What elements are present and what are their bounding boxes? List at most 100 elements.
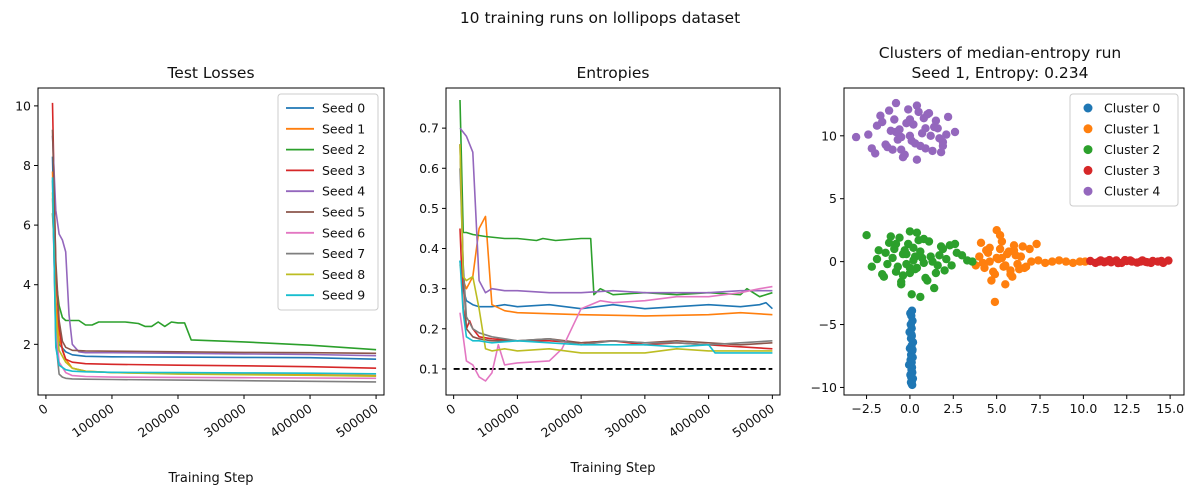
clusters-cluster-2-point	[905, 227, 915, 236]
entropies-panel: Entropies 0 100000 200000 300000 400000 50000…	[419, 64, 781, 476]
clusters-cluster-2-point	[904, 239, 913, 249]
clusters-cluster-3-point	[1157, 256, 1166, 266]
clusters-cluster-2-point	[888, 253, 897, 263]
clusters-cluster-4-point	[905, 131, 915, 140]
entropies-seed-0-line	[459, 260, 773, 310]
clusters-cluster-3-point	[1164, 256, 1173, 265]
clusters-legend-label-cluster-2: Cluster 2	[1104, 142, 1160, 157]
test-losses-ytick-label: 10	[15, 98, 31, 113]
clusters-cluster-1-point	[1001, 280, 1010, 289]
clusters-cluster-2-point	[957, 251, 967, 260]
test-losses-legend-label-seed-8: Seed 8	[322, 267, 365, 282]
clusters-cluster-4-point	[891, 127, 901, 137]
clusters-cluster-4-point	[912, 155, 922, 164]
clusters-cluster-1-point	[1068, 258, 1078, 268]
clusters-cluster-4-point	[864, 130, 873, 139]
test-losses-legend-label-seed-5: Seed 5	[322, 205, 365, 220]
clusters-cluster-2-point	[891, 239, 901, 249]
clusters-cluster-4-point	[921, 124, 930, 133]
entropies-seed-4-line	[459, 127, 773, 294]
clusters-cluster-4-point	[942, 130, 951, 139]
clusters-cluster-4-point	[867, 144, 876, 153]
entropies-ytick-label: 0.6	[419, 161, 439, 176]
test-losses-legend-label-seed-1: Seed 1	[322, 121, 365, 136]
clusters-cluster-1-point	[999, 262, 1008, 271]
clusters-cluster-4-point	[950, 127, 960, 137]
clusters-cluster-2-point	[910, 252, 920, 261]
clusters-cluster-4-point	[890, 115, 899, 124]
test-losses-xtick-label: 200000	[135, 401, 183, 441]
clusters-legend-swatch-cluster-4	[1083, 186, 1093, 196]
clusters-xtick-label: 12.5	[1113, 401, 1141, 416]
clusters-cluster-1-point	[997, 237, 1007, 246]
entropies-title: Entropies	[577, 64, 650, 82]
entropies-ytick-label: 0.2	[419, 321, 439, 336]
clusters-cluster-1-point	[995, 231, 1005, 240]
clusters-cluster-2-point	[924, 237, 934, 246]
clusters-cluster-4-point	[943, 112, 953, 122]
entropies-seed-9-line	[459, 260, 773, 354]
clusters-cluster-2-point	[881, 248, 890, 257]
clusters-cluster-4-point	[928, 146, 937, 156]
clusters-cluster-2-point	[935, 251, 944, 260]
entropies-xtick-label: 300000	[602, 401, 650, 441]
clusters-cluster-4-point	[878, 117, 887, 127]
clusters-cluster-2-point	[919, 258, 928, 268]
entropies-xtick-label: 500000	[729, 401, 777, 441]
clusters-cluster-2-point	[940, 266, 949, 275]
clusters-cluster-1-point	[1027, 257, 1036, 266]
clusters-cluster-4-point	[900, 150, 909, 159]
entropies-ytick-label: 0.1	[419, 361, 439, 376]
clusters-cluster-4-point	[919, 114, 928, 123]
test-losses-xtick-label: 500000	[333, 401, 381, 441]
clusters-cluster-4-point	[924, 109, 934, 118]
clusters-cluster-2-point	[905, 263, 915, 273]
clusters-xtick-label: 0.0	[900, 401, 920, 416]
test-losses-ytick-label: 6	[23, 218, 31, 233]
clusters-cluster-4-point	[884, 106, 894, 115]
test-losses-ytick-label: 2	[23, 337, 31, 352]
clusters-panel: Clusters of median-entropy run Seed 1, E…	[811, 44, 1185, 416]
clusters-cluster-2-point	[933, 261, 942, 270]
clusters-cluster-4-point	[888, 145, 897, 154]
clusters-xtick-label: 10.0	[1069, 401, 1097, 416]
clusters-cluster-1-point	[1041, 258, 1050, 268]
test-losses-seed-5-line	[51, 129, 377, 355]
clusters-cluster-4-point	[931, 116, 941, 125]
test-losses-seed-7-line	[51, 180, 377, 383]
clusters-cluster-1-point	[1054, 256, 1064, 265]
clusters-cluster-4-point	[930, 122, 939, 132]
clusters-cluster-1-point	[1032, 239, 1041, 249]
clusters-cluster-2-point	[916, 247, 925, 256]
clusters-cluster-4-point	[916, 141, 925, 151]
clusters-cluster-4-point	[938, 141, 948, 151]
test-losses-seed-2-line	[51, 213, 377, 351]
clusters-cluster-1-point	[1018, 242, 1027, 251]
clusters-title: Clusters of median-entropy run	[879, 44, 1122, 62]
entropies-ytick-label: 0.4	[419, 241, 439, 256]
clusters-cluster-0-point	[908, 380, 917, 390]
clusters-legend-swatch-cluster-2	[1083, 145, 1093, 155]
clusters-cluster-1-point	[1021, 262, 1031, 271]
test-losses-legend-label-seed-2: Seed 2	[322, 142, 365, 157]
clusters-cluster-3-point	[1100, 258, 1109, 267]
clusters-cluster-1-point	[1016, 252, 1026, 261]
clusters-cluster-3-point	[1120, 255, 1130, 265]
clusters-cluster-2-point	[938, 244, 948, 254]
clusters-legend-swatch-cluster-0	[1083, 103, 1093, 113]
clusters-legend-label-cluster-0: Cluster 0	[1104, 101, 1160, 116]
test-losses-legend-label-seed-4: Seed 4	[322, 184, 365, 199]
clusters-cluster-2-point	[878, 270, 887, 279]
clusters-cluster-1-point	[1009, 241, 1019, 250]
clusters-cluster-0-point	[908, 345, 917, 354]
clusters-ytick-label: 5	[829, 191, 837, 206]
clusters-cluster-2-point	[883, 259, 892, 269]
test-losses-seed-4-line	[51, 135, 377, 357]
clusters-cluster-2-point	[912, 228, 922, 237]
test-losses-xtick-label: 300000	[201, 401, 249, 441]
entropies-xtick-label: 400000	[666, 401, 714, 441]
clusters-cluster-2-point	[872, 254, 882, 264]
clusters-legend	[1069, 93, 1179, 207]
clusters-cluster-1-point	[995, 244, 1005, 254]
